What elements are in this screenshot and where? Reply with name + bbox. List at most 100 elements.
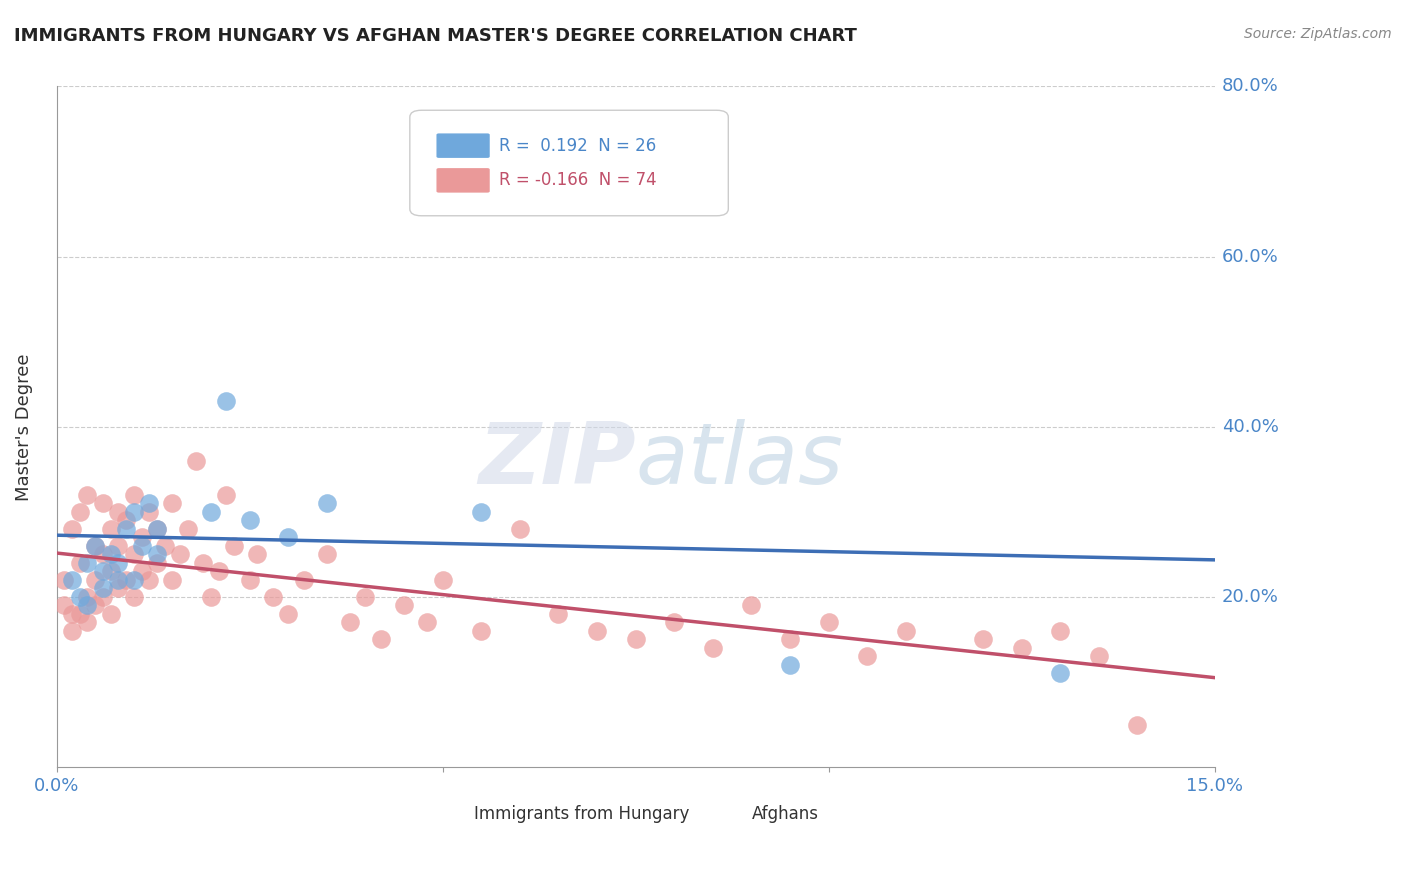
Point [224, 539, 246, 553]
Point [277, 530, 299, 544]
Point [122, 590, 145, 604]
Point [315, 548, 337, 562]
Point [91, 565, 114, 579]
Point [392, 599, 415, 613]
Point [69, 607, 91, 621]
Point [84, 539, 107, 553]
Text: Source: ZipAtlas.com: Source: ZipAtlas.com [1244, 27, 1392, 41]
Point [84, 599, 107, 613]
Text: 60.0%: 60.0% [1222, 248, 1278, 266]
Point [184, 454, 207, 468]
FancyBboxPatch shape [436, 168, 489, 193]
Point [76, 488, 98, 502]
Point [107, 573, 129, 587]
Point [370, 632, 392, 647]
Point [107, 539, 129, 553]
Point [146, 548, 169, 562]
Point [91, 548, 114, 562]
Point [122, 488, 145, 502]
Point [292, 573, 315, 587]
Point [84, 539, 107, 553]
Point [131, 530, 153, 544]
Point [100, 522, 122, 536]
Point [1011, 640, 1033, 655]
Text: Afghans: Afghans [751, 805, 818, 823]
Point [1088, 649, 1111, 664]
Point [547, 607, 569, 621]
Point [494, 181, 516, 195]
Point [84, 573, 107, 587]
Point [740, 599, 762, 613]
Point [169, 548, 191, 562]
Point [208, 565, 231, 579]
Point [702, 640, 724, 655]
Point [246, 548, 269, 562]
Point [107, 556, 129, 570]
Text: R =  0.192  N = 26: R = 0.192 N = 26 [499, 136, 657, 154]
Point [215, 488, 238, 502]
Point [138, 505, 160, 519]
Point [131, 565, 153, 579]
Point [53, 599, 76, 613]
Point [972, 632, 994, 647]
Point [1049, 666, 1071, 681]
Point [138, 573, 160, 587]
Point [69, 505, 91, 519]
Point [76, 599, 98, 613]
Point [100, 548, 122, 562]
Point [122, 573, 145, 587]
Point [624, 632, 647, 647]
Point [162, 573, 184, 587]
Point [60, 624, 83, 638]
Point [432, 573, 454, 587]
Y-axis label: Master's Degree: Master's Degree [15, 353, 32, 500]
Text: R = -0.166  N = 74: R = -0.166 N = 74 [499, 171, 657, 189]
Point [470, 505, 492, 519]
Point [586, 624, 609, 638]
Point [53, 573, 76, 587]
FancyBboxPatch shape [419, 804, 468, 824]
Point [1126, 717, 1149, 731]
Point [107, 582, 129, 596]
Point [315, 496, 337, 510]
Point [115, 513, 138, 527]
Point [779, 632, 801, 647]
Point [91, 582, 114, 596]
Point [200, 590, 222, 604]
Point [354, 590, 377, 604]
Point [239, 573, 262, 587]
Point [162, 496, 184, 510]
Point [277, 607, 299, 621]
Point [76, 556, 98, 570]
Point [146, 522, 169, 536]
Point [122, 505, 145, 519]
Point [100, 565, 122, 579]
Point [664, 615, 686, 630]
Point [91, 590, 114, 604]
Point [76, 615, 98, 630]
Point [262, 590, 284, 604]
Text: 20.0%: 20.0% [1222, 588, 1278, 606]
FancyBboxPatch shape [436, 134, 489, 158]
Point [339, 615, 361, 630]
Point [60, 607, 83, 621]
Text: 80.0%: 80.0% [1222, 78, 1278, 95]
Point [817, 615, 839, 630]
Point [138, 496, 160, 510]
Text: Immigrants from Hungary: Immigrants from Hungary [474, 805, 689, 823]
Text: 40.0%: 40.0% [1222, 417, 1278, 436]
Point [779, 658, 801, 673]
Point [91, 496, 114, 510]
Point [69, 590, 91, 604]
Text: ZIP: ZIP [478, 419, 636, 502]
Text: atlas: atlas [636, 419, 844, 502]
Point [200, 505, 222, 519]
Point [100, 607, 122, 621]
Point [470, 624, 492, 638]
Point [146, 556, 169, 570]
FancyBboxPatch shape [697, 804, 745, 824]
Point [153, 539, 176, 553]
Point [69, 556, 91, 570]
Point [509, 522, 531, 536]
Point [193, 556, 215, 570]
